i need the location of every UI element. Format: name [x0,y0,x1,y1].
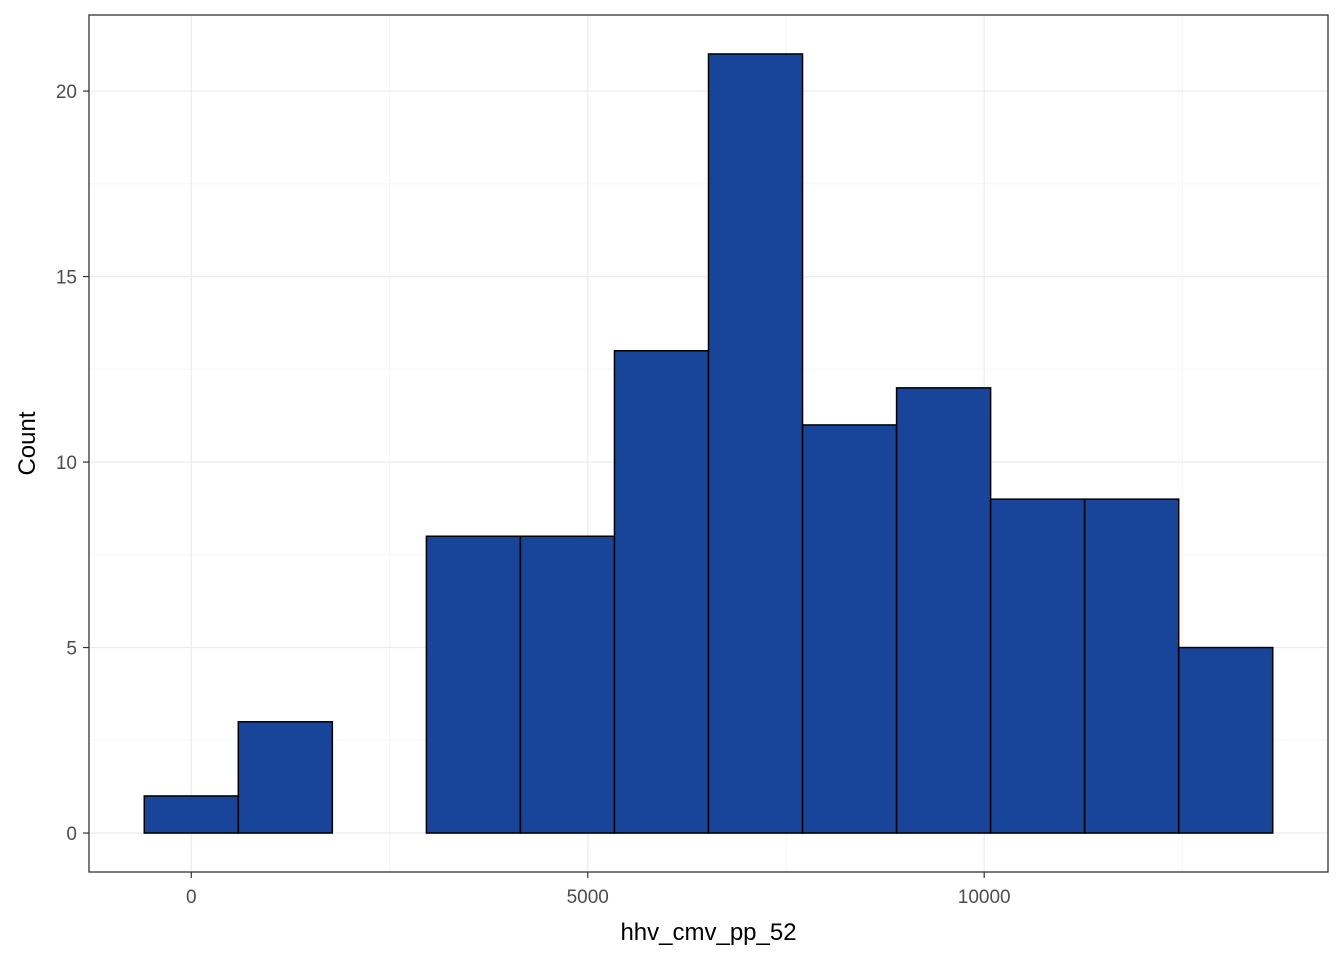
y-tick-label: 10 [56,453,77,474]
histogram-bar [801,424,898,834]
histogram-bar [989,498,1086,834]
x-tick-label: 10000 [958,887,1011,908]
y-axis-title: Count [14,411,41,475]
y-tick-label: 15 [56,268,77,289]
histogram-bar [1177,646,1274,834]
y-tick-label: 20 [56,82,77,103]
x-axis-title: hhv_cmv_pp_52 [620,919,796,946]
panel-border [88,14,1329,873]
histogram-bar [425,535,522,834]
histogram-bars [143,53,1274,834]
histogram-bar [519,535,616,834]
histogram-bar [1083,498,1180,834]
histogram-bar [895,387,992,834]
y-tick-label: 0 [66,824,77,845]
histogram-bar [237,720,334,834]
histogram-bar [143,795,240,834]
y-axis: 0 5 10 15 20 [56,82,89,845]
x-axis: 0 5000 10000 [186,872,1011,908]
histogram-bar [613,350,710,834]
x-tick-label: 5000 [567,887,609,908]
y-tick-label: 5 [66,639,77,660]
x-tick-label: 0 [186,887,197,908]
histogram-bar [707,53,804,834]
